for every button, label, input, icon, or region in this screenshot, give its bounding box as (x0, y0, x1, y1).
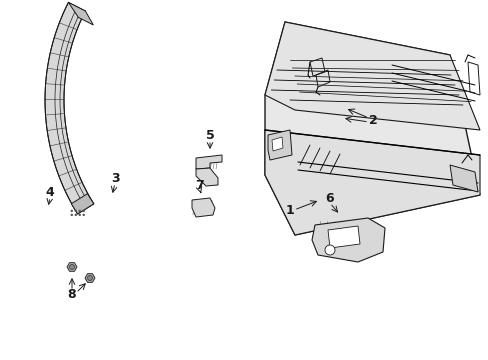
Circle shape (74, 214, 77, 216)
Polygon shape (327, 226, 359, 248)
Polygon shape (45, 3, 94, 214)
Polygon shape (196, 168, 218, 186)
Text: 7: 7 (195, 179, 204, 192)
Text: 8: 8 (67, 288, 76, 302)
Circle shape (79, 214, 81, 216)
Text: 4: 4 (45, 185, 54, 198)
Text: 2: 2 (368, 113, 377, 126)
Circle shape (70, 214, 73, 216)
Text: 1: 1 (285, 203, 294, 216)
Circle shape (70, 210, 73, 212)
Circle shape (79, 210, 81, 212)
Polygon shape (311, 218, 384, 262)
Circle shape (87, 275, 92, 280)
Polygon shape (264, 130, 479, 235)
Polygon shape (67, 263, 77, 271)
Polygon shape (449, 165, 477, 192)
Polygon shape (264, 22, 479, 235)
Polygon shape (264, 22, 479, 130)
Circle shape (82, 214, 85, 216)
Text: 3: 3 (110, 171, 119, 185)
Polygon shape (71, 194, 94, 214)
Circle shape (74, 210, 77, 212)
Polygon shape (271, 137, 283, 151)
Circle shape (69, 265, 74, 270)
Circle shape (82, 210, 85, 212)
Text: 5: 5 (205, 129, 214, 141)
Circle shape (325, 245, 334, 255)
Text: 6: 6 (325, 192, 334, 204)
Polygon shape (192, 198, 215, 217)
Polygon shape (267, 130, 291, 160)
Polygon shape (85, 274, 95, 282)
Polygon shape (68, 3, 93, 25)
Polygon shape (196, 155, 222, 169)
